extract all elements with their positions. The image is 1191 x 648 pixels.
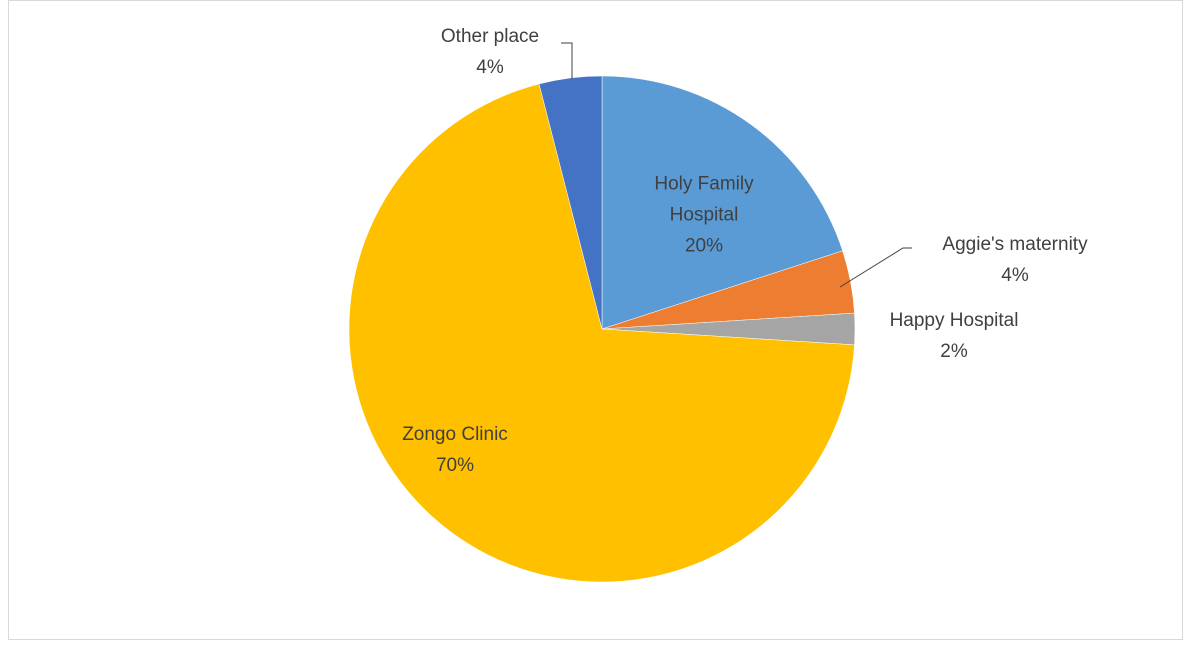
value-label: 4% [1001,265,1029,286]
category-label: Holy Family Hospital [654,173,754,226]
pie-slice [348,83,855,583]
category-label: Happy Hospital [889,310,1019,331]
category-label: Other place [440,26,540,47]
data-label: Zongo Clinic 70% [402,419,508,481]
data-label: Aggie's maternity 4% [942,229,1087,291]
value-label: 70% [435,455,475,476]
data-label: Happy Hospital 2% [890,305,1019,367]
pie-slice [601,75,843,330]
value-label: 2% [940,341,968,362]
leader-line [561,42,573,79]
category-label: Aggie's maternity [942,234,1088,255]
pie [348,75,856,583]
pie-slice [538,75,603,330]
data-label: Other place 4% [441,21,539,83]
value-label: 20% [684,235,724,257]
category-label: Zongo Clinic [402,424,508,445]
leader-line [839,247,912,288]
data-label: Holy Family Hospital 20% [629,169,779,262]
value-label: 4% [476,57,504,78]
